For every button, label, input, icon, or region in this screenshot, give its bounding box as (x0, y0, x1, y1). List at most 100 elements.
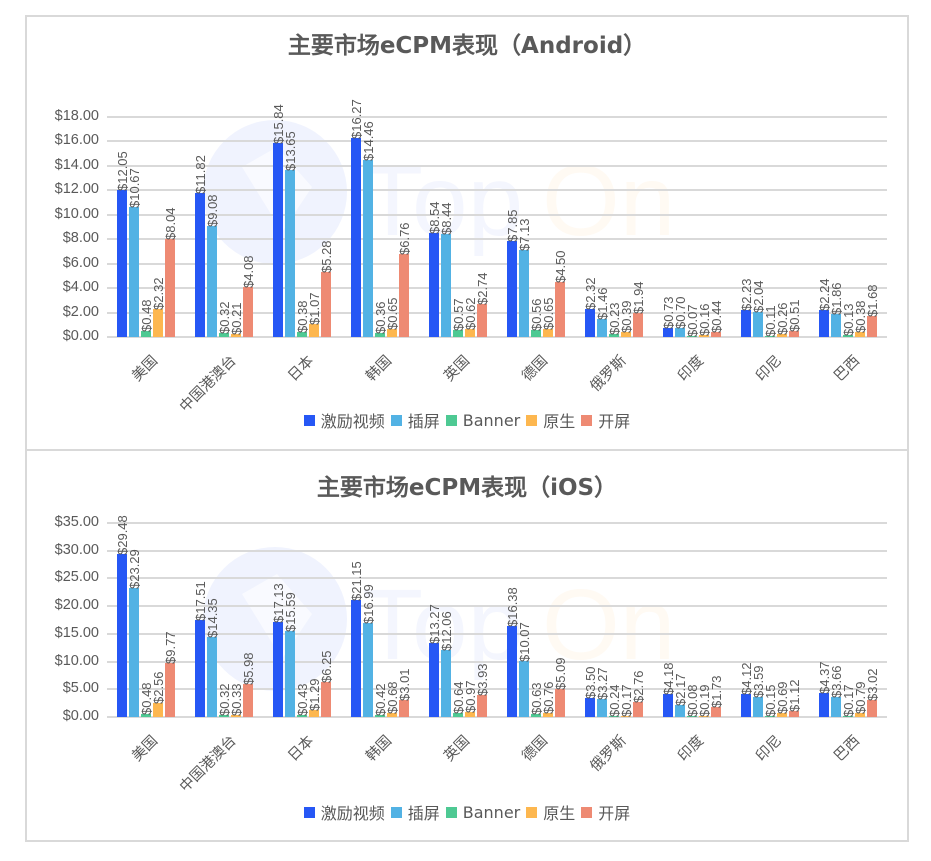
legend-item[interactable]: Banner (445, 411, 520, 430)
bar[interactable] (855, 712, 865, 717)
bar[interactable] (453, 330, 463, 337)
bar[interactable] (531, 713, 541, 717)
bar[interactable] (543, 329, 553, 337)
bar[interactable] (399, 700, 409, 717)
bar[interactable] (555, 688, 565, 717)
bar[interactable] (711, 707, 721, 717)
bar[interactable] (699, 715, 709, 717)
bar[interactable] (207, 637, 217, 717)
legend-item[interactable]: 开屏 (581, 408, 630, 432)
bar[interactable] (675, 704, 685, 717)
legend-item[interactable]: 原生 (526, 408, 575, 432)
bar[interactable] (243, 683, 253, 717)
bar[interactable] (687, 716, 697, 717)
bar[interactable] (321, 272, 331, 337)
bar[interactable] (609, 715, 619, 717)
bar[interactable] (351, 599, 361, 717)
bar[interactable] (129, 587, 139, 717)
bar[interactable] (507, 626, 517, 717)
bar[interactable] (285, 630, 295, 717)
legend-item[interactable]: 插屏 (390, 800, 440, 824)
bar[interactable] (843, 716, 853, 717)
bar[interactable] (753, 312, 763, 337)
bar[interactable] (153, 308, 163, 337)
bar[interactable] (285, 170, 295, 337)
legend-item[interactable]: 原生 (526, 800, 575, 824)
bar[interactable] (219, 715, 229, 717)
bar[interactable] (633, 313, 643, 337)
bar[interactable] (753, 697, 763, 717)
bar[interactable] (699, 335, 709, 337)
bar[interactable] (765, 716, 775, 717)
bar[interactable] (687, 336, 697, 337)
bar[interactable] (375, 332, 385, 337)
bar[interactable] (141, 714, 151, 717)
bar[interactable] (477, 303, 487, 337)
bar[interactable] (429, 643, 439, 717)
bar[interactable] (273, 622, 283, 717)
bar[interactable] (309, 323, 319, 337)
bar[interactable] (777, 333, 787, 337)
bar[interactable] (789, 330, 799, 337)
bar[interactable] (855, 332, 865, 337)
bar[interactable] (231, 334, 241, 337)
bar[interactable] (597, 319, 607, 337)
bar[interactable] (129, 206, 139, 337)
bar[interactable] (585, 308, 595, 337)
bar[interactable] (555, 282, 565, 337)
bar[interactable] (465, 329, 475, 337)
bar[interactable] (519, 249, 529, 337)
bar[interactable] (543, 712, 553, 717)
bar[interactable] (207, 226, 217, 337)
bar[interactable] (867, 316, 877, 337)
bar[interactable] (843, 335, 853, 337)
bar[interactable] (789, 710, 799, 717)
bar[interactable] (441, 233, 451, 337)
bar[interactable] (363, 160, 373, 337)
legend-item[interactable]: 插屏 (390, 408, 440, 432)
legend-item[interactable]: Banner (445, 803, 520, 822)
bar[interactable] (741, 309, 751, 337)
bar[interactable] (453, 713, 463, 717)
bar[interactable] (777, 713, 787, 717)
bar[interactable] (309, 709, 319, 717)
bar[interactable] (633, 701, 643, 717)
bar[interactable] (387, 329, 397, 337)
bar[interactable] (663, 693, 673, 717)
bar[interactable] (831, 696, 841, 717)
bar[interactable] (297, 714, 307, 717)
bar[interactable] (375, 714, 385, 717)
bar[interactable] (321, 682, 331, 717)
bar[interactable] (765, 335, 775, 337)
bar[interactable] (219, 333, 229, 337)
bar[interactable] (831, 314, 841, 337)
bar[interactable] (387, 713, 397, 717)
legend-item[interactable]: 激励视频 (303, 408, 385, 432)
bar[interactable] (117, 189, 127, 337)
legend-item[interactable]: 开屏 (581, 800, 630, 824)
bar[interactable] (363, 622, 373, 717)
bar[interactable] (741, 694, 751, 717)
bar[interactable] (399, 254, 409, 337)
bar[interactable] (273, 143, 283, 337)
bar[interactable] (609, 334, 619, 337)
bar[interactable] (195, 619, 205, 717)
bar[interactable] (507, 241, 517, 337)
bar[interactable] (819, 309, 829, 337)
bar[interactable] (441, 650, 451, 717)
legend-item[interactable]: 激励视频 (303, 800, 385, 824)
bar[interactable] (585, 697, 595, 717)
bar[interactable] (621, 716, 631, 717)
bar[interactable] (663, 328, 673, 337)
bar[interactable] (231, 715, 241, 717)
bar[interactable] (531, 330, 541, 337)
bar[interactable] (141, 331, 151, 337)
bar[interactable] (153, 702, 163, 717)
bar[interactable] (195, 192, 205, 337)
bar[interactable] (165, 662, 175, 717)
bar[interactable] (597, 698, 607, 717)
bar[interactable] (519, 661, 529, 717)
bar[interactable] (351, 138, 361, 337)
bar[interactable] (465, 711, 475, 717)
bar[interactable] (711, 331, 721, 337)
